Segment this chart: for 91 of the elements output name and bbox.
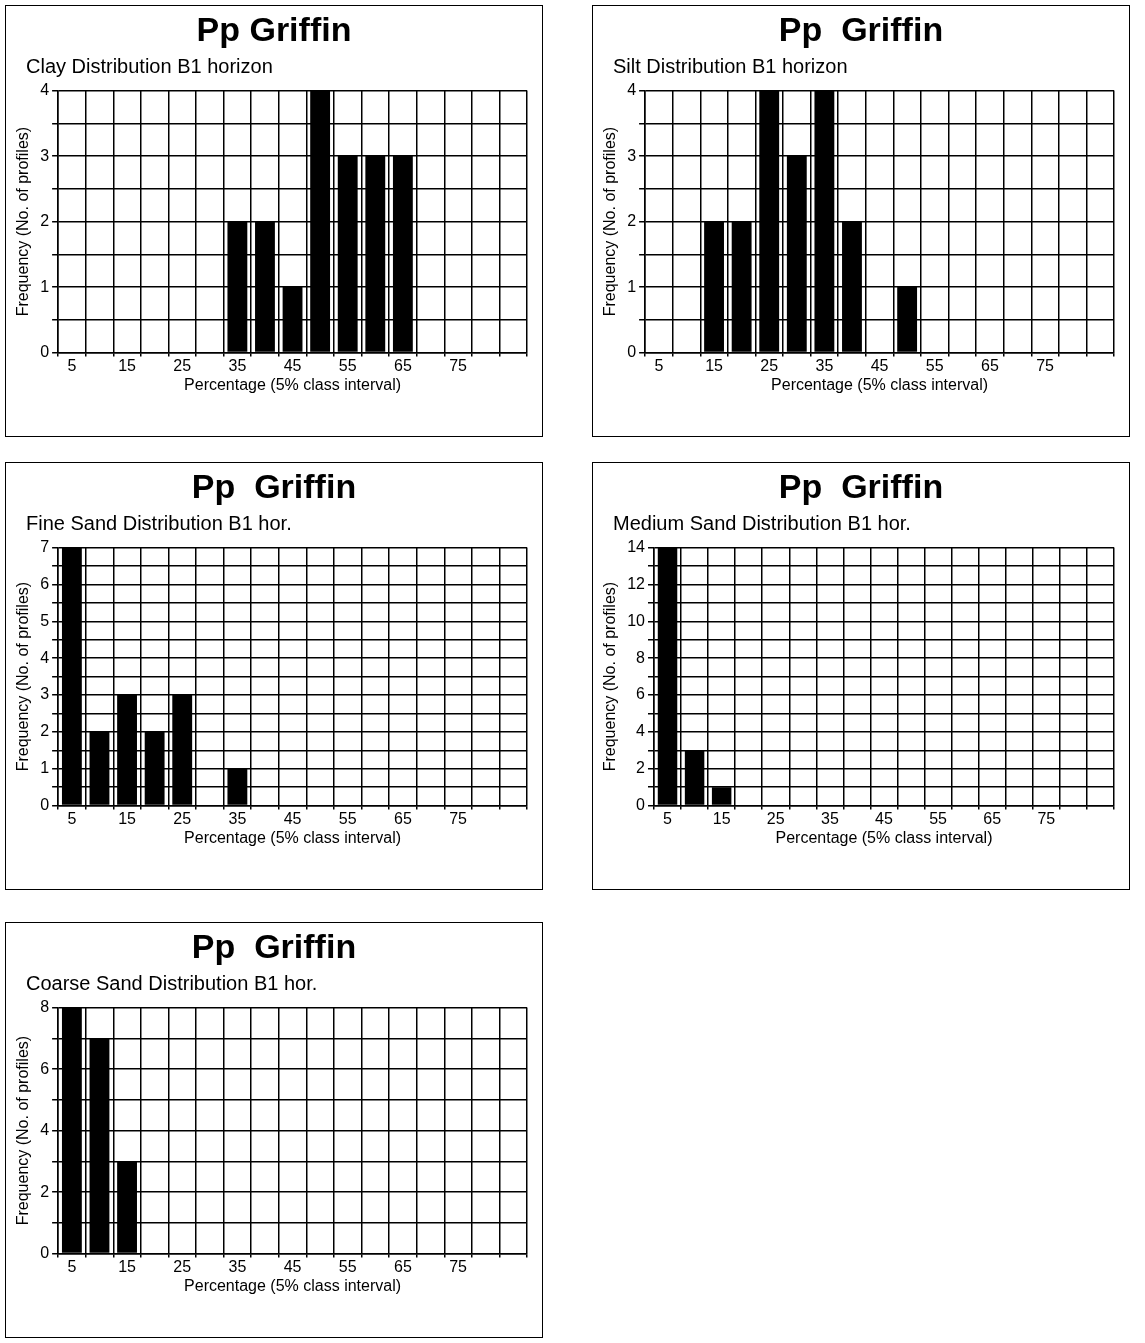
x-tick-label: 55	[929, 809, 948, 827]
y-axis-title: Frequency (No. of profiles)	[14, 126, 32, 317]
x-tick-label: 25	[766, 809, 785, 827]
chart-title: Pp Griffin	[195, 10, 353, 49]
y-tick-label: 1	[40, 759, 50, 777]
y-tick-label: 7	[40, 538, 50, 556]
y-tick-label: 4	[40, 1121, 50, 1139]
chart-subtitle: Coarse Sand Distribution B1 hor.	[26, 972, 319, 995]
x-tick-label: 75	[449, 809, 468, 827]
x-tick-label: 45	[283, 1257, 302, 1275]
y-tick-label: 2	[40, 212, 50, 230]
x-tick-label: 45	[870, 356, 889, 374]
x-axis-title: Percentage (5% class interval)	[775, 828, 993, 846]
y-axis-title: Frequency (No. of profiles)	[14, 581, 32, 772]
x-tick-label: 15	[712, 809, 731, 827]
x-tick-label: 5	[654, 356, 664, 374]
y-tick-label: 0	[636, 796, 646, 814]
chart-title: Pp Griffin	[777, 10, 945, 49]
x-tick-label: 45	[283, 356, 302, 374]
y-tick-label: 4	[40, 648, 50, 666]
x-tick-label: 55	[925, 356, 944, 374]
x-tick-label: 55	[338, 1257, 357, 1275]
x-tick-label: 15	[118, 356, 137, 374]
y-tick-label: 8	[636, 648, 646, 666]
x-tick-label: 35	[228, 809, 247, 827]
x-tick-label: 55	[338, 809, 357, 827]
y-tick-label: 1	[627, 277, 637, 295]
y-tick-label: 2	[627, 212, 637, 230]
chart-title: Pp Griffin	[190, 927, 358, 966]
y-tick-label: 1	[40, 277, 50, 295]
x-tick-label: 45	[875, 809, 893, 827]
x-tick-label: 35	[815, 356, 834, 374]
chart-subtitle: Silt Distribution B1 horizon	[613, 55, 849, 78]
x-tick-label: 5	[67, 1257, 77, 1275]
y-tick-label: 6	[40, 574, 50, 592]
y-tick-label: 0	[40, 343, 50, 361]
y-axis-title: Frequency (No. of profiles)	[601, 581, 619, 772]
y-tick-label: 0	[40, 796, 50, 814]
chart-subtitle: Clay Distribution B1 horizon	[26, 55, 274, 78]
x-tick-label: 65	[393, 356, 412, 374]
y-axis-title: Frequency (No. of profiles)	[601, 126, 619, 317]
x-tick-label: 15	[118, 1257, 137, 1275]
y-axis-title: Frequency (No. of profiles)	[14, 1035, 32, 1226]
x-tick-label: 55	[338, 356, 357, 374]
x-axis-title: Percentage (5% class interval)	[771, 375, 989, 393]
x-tick-label: 35	[228, 356, 247, 374]
x-tick-label: 15	[118, 809, 137, 827]
x-tick-label: 65	[393, 809, 412, 827]
x-tick-label: 45	[283, 809, 302, 827]
x-tick-label: 25	[173, 1257, 192, 1275]
chart-title: Pp Griffin	[190, 467, 358, 506]
y-tick-label: 2	[40, 722, 50, 740]
y-tick-label: 4	[636, 722, 646, 740]
x-tick-label: 75	[449, 356, 468, 374]
y-tick-label: 3	[40, 146, 50, 164]
y-tick-label: 4	[627, 81, 637, 99]
y-tick-label: 0	[40, 1244, 50, 1262]
y-tick-label: 12	[627, 574, 646, 592]
y-tick-label: 5	[40, 611, 50, 629]
y-tick-label: 10	[627, 611, 646, 629]
chart-title: Pp Griffin	[777, 467, 945, 506]
y-tick-label: 6	[636, 685, 646, 703]
x-tick-label: 75	[449, 1257, 468, 1275]
x-tick-label: 65	[983, 809, 1002, 827]
chart-subtitle: Medium Sand Distribution B1 hor.	[613, 512, 912, 535]
y-tick-label: 2	[636, 759, 646, 777]
chart-subtitle: Fine Sand Distribution B1 hor.	[26, 512, 293, 535]
y-tick-label: 0	[627, 343, 637, 361]
x-tick-label: 25	[173, 356, 192, 374]
y-tick-label: 2	[40, 1182, 50, 1200]
x-tick-label: 5	[663, 809, 673, 827]
x-axis-title: Percentage (5% class interval)	[184, 375, 402, 393]
x-tick-label: 35	[820, 809, 839, 827]
x-axis-title: Percentage (5% class interval)	[184, 1276, 402, 1294]
y-tick-label: 3	[627, 146, 637, 164]
x-tick-label: 75	[1036, 356, 1055, 374]
x-tick-label: 35	[228, 1257, 247, 1275]
x-tick-label: 25	[760, 356, 779, 374]
y-tick-label: 3	[40, 685, 50, 703]
x-tick-label: 15	[705, 356, 724, 374]
y-tick-label: 14	[627, 538, 646, 556]
y-tick-label: 8	[40, 998, 50, 1016]
x-tick-label: 25	[173, 809, 192, 827]
x-tick-label: 5	[67, 809, 77, 827]
y-tick-label: 4	[40, 81, 50, 99]
x-tick-label: 65	[393, 1257, 412, 1275]
x-tick-label: 65	[980, 356, 999, 374]
y-tick-label: 6	[40, 1059, 50, 1077]
x-tick-label: 75	[1037, 809, 1056, 827]
x-axis-title: Percentage (5% class interval)	[184, 828, 402, 846]
x-tick-label: 5	[67, 356, 77, 374]
